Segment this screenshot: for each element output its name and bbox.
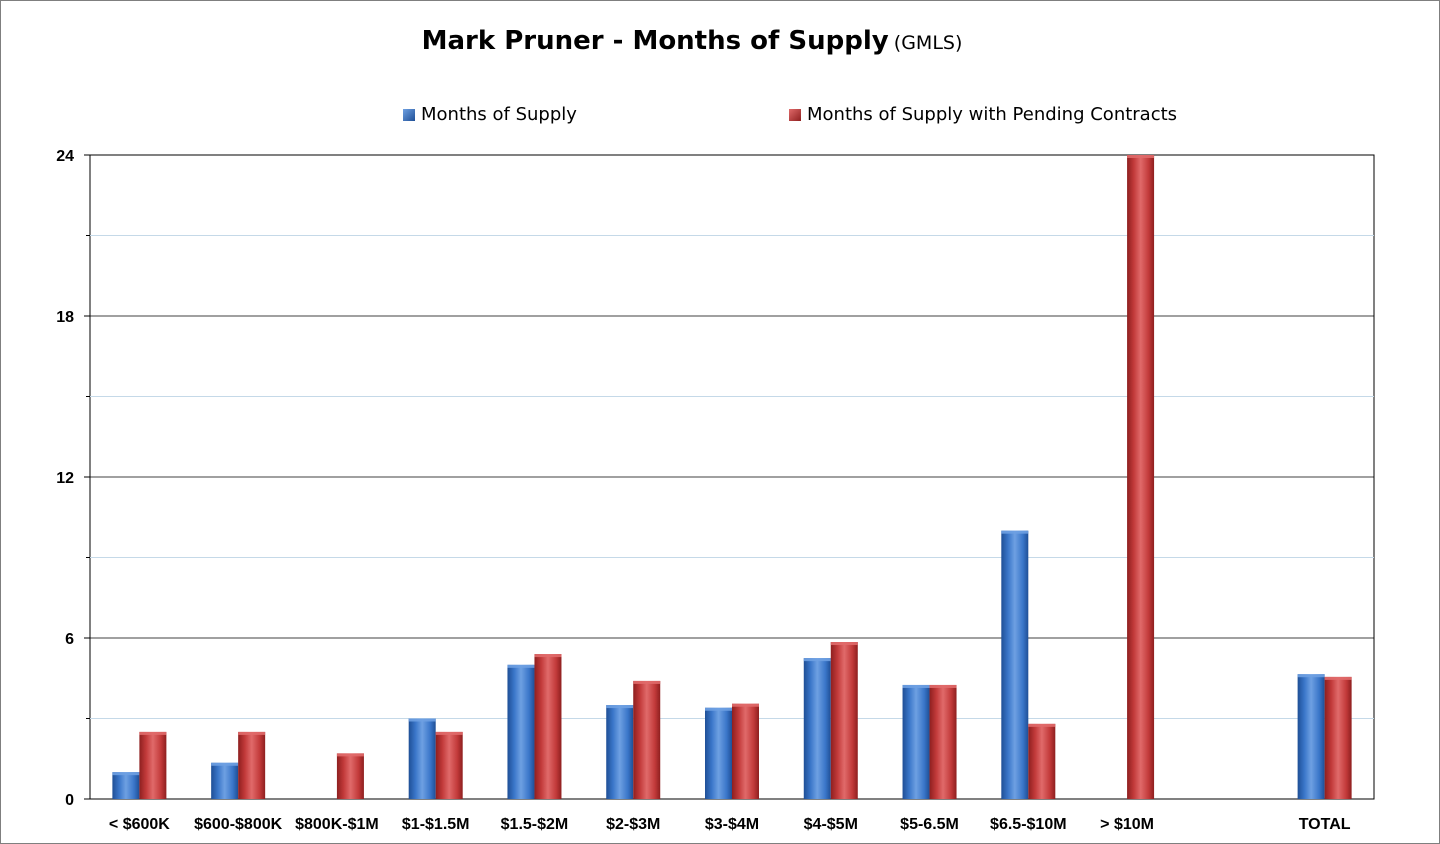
bar-group — [1324, 676, 1352, 799]
bar-group — [408, 718, 436, 799]
bar-top-bevel — [408, 718, 436, 722]
bar-months-of-supply — [902, 684, 930, 799]
bar-top-bevel — [902, 684, 930, 688]
x-tick-label: $3-$4M — [705, 816, 759, 833]
chart-title: Mark Pruner - Months of Supply (GMLS) — [0, 26, 1384, 56]
bar-top-bevel — [112, 772, 140, 776]
bar-top-bevel — [705, 707, 732, 711]
bar-group — [435, 731, 463, 799]
bar-top-bevel — [534, 654, 562, 658]
bar-top-bevel — [732, 703, 759, 707]
bar-top-bevel — [1127, 155, 1155, 158]
x-tick-label: < $600K — [109, 816, 170, 833]
bar-pending-contracts — [929, 684, 957, 799]
bar-top-bevel — [211, 762, 239, 766]
bar-group — [606, 705, 634, 799]
bar-top-bevel — [606, 705, 634, 709]
bar-group — [1028, 723, 1056, 799]
bar-group — [139, 731, 167, 799]
legend-label-months-of-supply: Months of Supply — [421, 104, 577, 125]
legend: Months of Supply Months of Supply with P… — [0, 104, 1440, 132]
x-tick-label: $600-$800K — [194, 816, 283, 833]
bar-pending-contracts — [139, 731, 167, 799]
bar-pending-contracts — [534, 654, 562, 799]
bar-top-bevel — [336, 753, 364, 757]
bar-top-bevel — [507, 664, 535, 668]
bar-top-bevel — [238, 731, 266, 735]
x-tick-label: $6.5-$10M — [990, 816, 1067, 833]
bar-group — [1127, 155, 1155, 799]
bar-group — [929, 684, 957, 799]
bar-group — [633, 680, 661, 799]
bar-pending-contracts — [830, 642, 858, 799]
x-tick-label: $1-$1.5M — [402, 816, 470, 833]
y-tick-label: 24 — [56, 148, 74, 165]
legend-label-pending-contracts: Months of Supply with Pending Contracts — [807, 104, 1178, 125]
bar-top-bevel — [1028, 723, 1056, 727]
bar-top-bevel — [929, 684, 957, 688]
bar-group — [732, 703, 759, 799]
bar-group — [336, 753, 364, 799]
bar-pending-contracts — [336, 753, 364, 799]
bar-months-of-supply — [211, 762, 239, 799]
bar-pending-contracts — [633, 680, 661, 799]
bar-top-bevel — [1001, 530, 1029, 534]
y-tick-label: 0 — [65, 792, 74, 809]
bar-months-of-supply — [606, 705, 634, 799]
bar-top-bevel — [1324, 676, 1352, 680]
bar-group — [803, 658, 831, 799]
bar-top-bevel — [830, 642, 858, 646]
x-tick-label: $1.5-$2M — [501, 816, 569, 833]
bar-group — [1001, 530, 1029, 799]
bar-group — [830, 642, 858, 799]
legend-swatch-red — [789, 108, 801, 121]
y-tick-label: 18 — [56, 309, 74, 326]
y-tick-label: 6 — [65, 631, 74, 648]
bar-pending-contracts — [238, 731, 266, 799]
bar-months-of-supply — [705, 707, 732, 799]
bar-top-bevel — [803, 658, 831, 662]
x-tick-label: > $10M — [1100, 816, 1154, 833]
bar-group — [902, 684, 930, 799]
chart-title-main: Mark Pruner - Months of Supply — [421, 26, 889, 56]
bar-top-bevel — [139, 731, 167, 735]
x-tick-label: $2-$3M — [606, 816, 660, 833]
x-tick-label: $4-$5M — [804, 816, 858, 833]
bar-months-of-supply — [803, 658, 831, 799]
x-tick-label: $800K-$1M — [295, 816, 379, 833]
bar-group — [1297, 674, 1325, 799]
bar-pending-contracts — [1127, 155, 1155, 799]
bar-pending-contracts — [435, 731, 463, 799]
bar-months-of-supply — [408, 718, 436, 799]
bar-group — [112, 772, 140, 799]
bar-group — [507, 664, 535, 799]
bar-top-bevel — [1297, 674, 1325, 678]
bar-group — [211, 762, 239, 799]
bar-pending-contracts — [1028, 723, 1056, 799]
bar-months-of-supply — [112, 772, 140, 799]
legend-item-months-of-supply: Months of Supply — [403, 104, 577, 125]
legend-swatch-blue — [403, 108, 415, 121]
bar-top-bevel — [435, 731, 463, 735]
bar-pending-contracts — [1324, 676, 1352, 799]
bar-months-of-supply — [1001, 530, 1029, 799]
x-tick-label: $5-6.5M — [900, 816, 959, 833]
bar-group — [238, 731, 266, 799]
bar-group — [534, 654, 562, 799]
bar-pending-contracts — [732, 703, 759, 799]
bar-months-of-supply — [1297, 674, 1325, 799]
bar-top-bevel — [633, 680, 661, 684]
x-tick-label: TOTAL — [1299, 816, 1351, 833]
bar-months-of-supply — [507, 664, 535, 799]
chart-title-sub: (GMLS) — [893, 32, 963, 54]
legend-item-pending-contracts: Months of Supply with Pending Contracts — [789, 104, 1177, 125]
bar-group — [705, 707, 732, 799]
y-tick-label: 12 — [56, 470, 74, 487]
